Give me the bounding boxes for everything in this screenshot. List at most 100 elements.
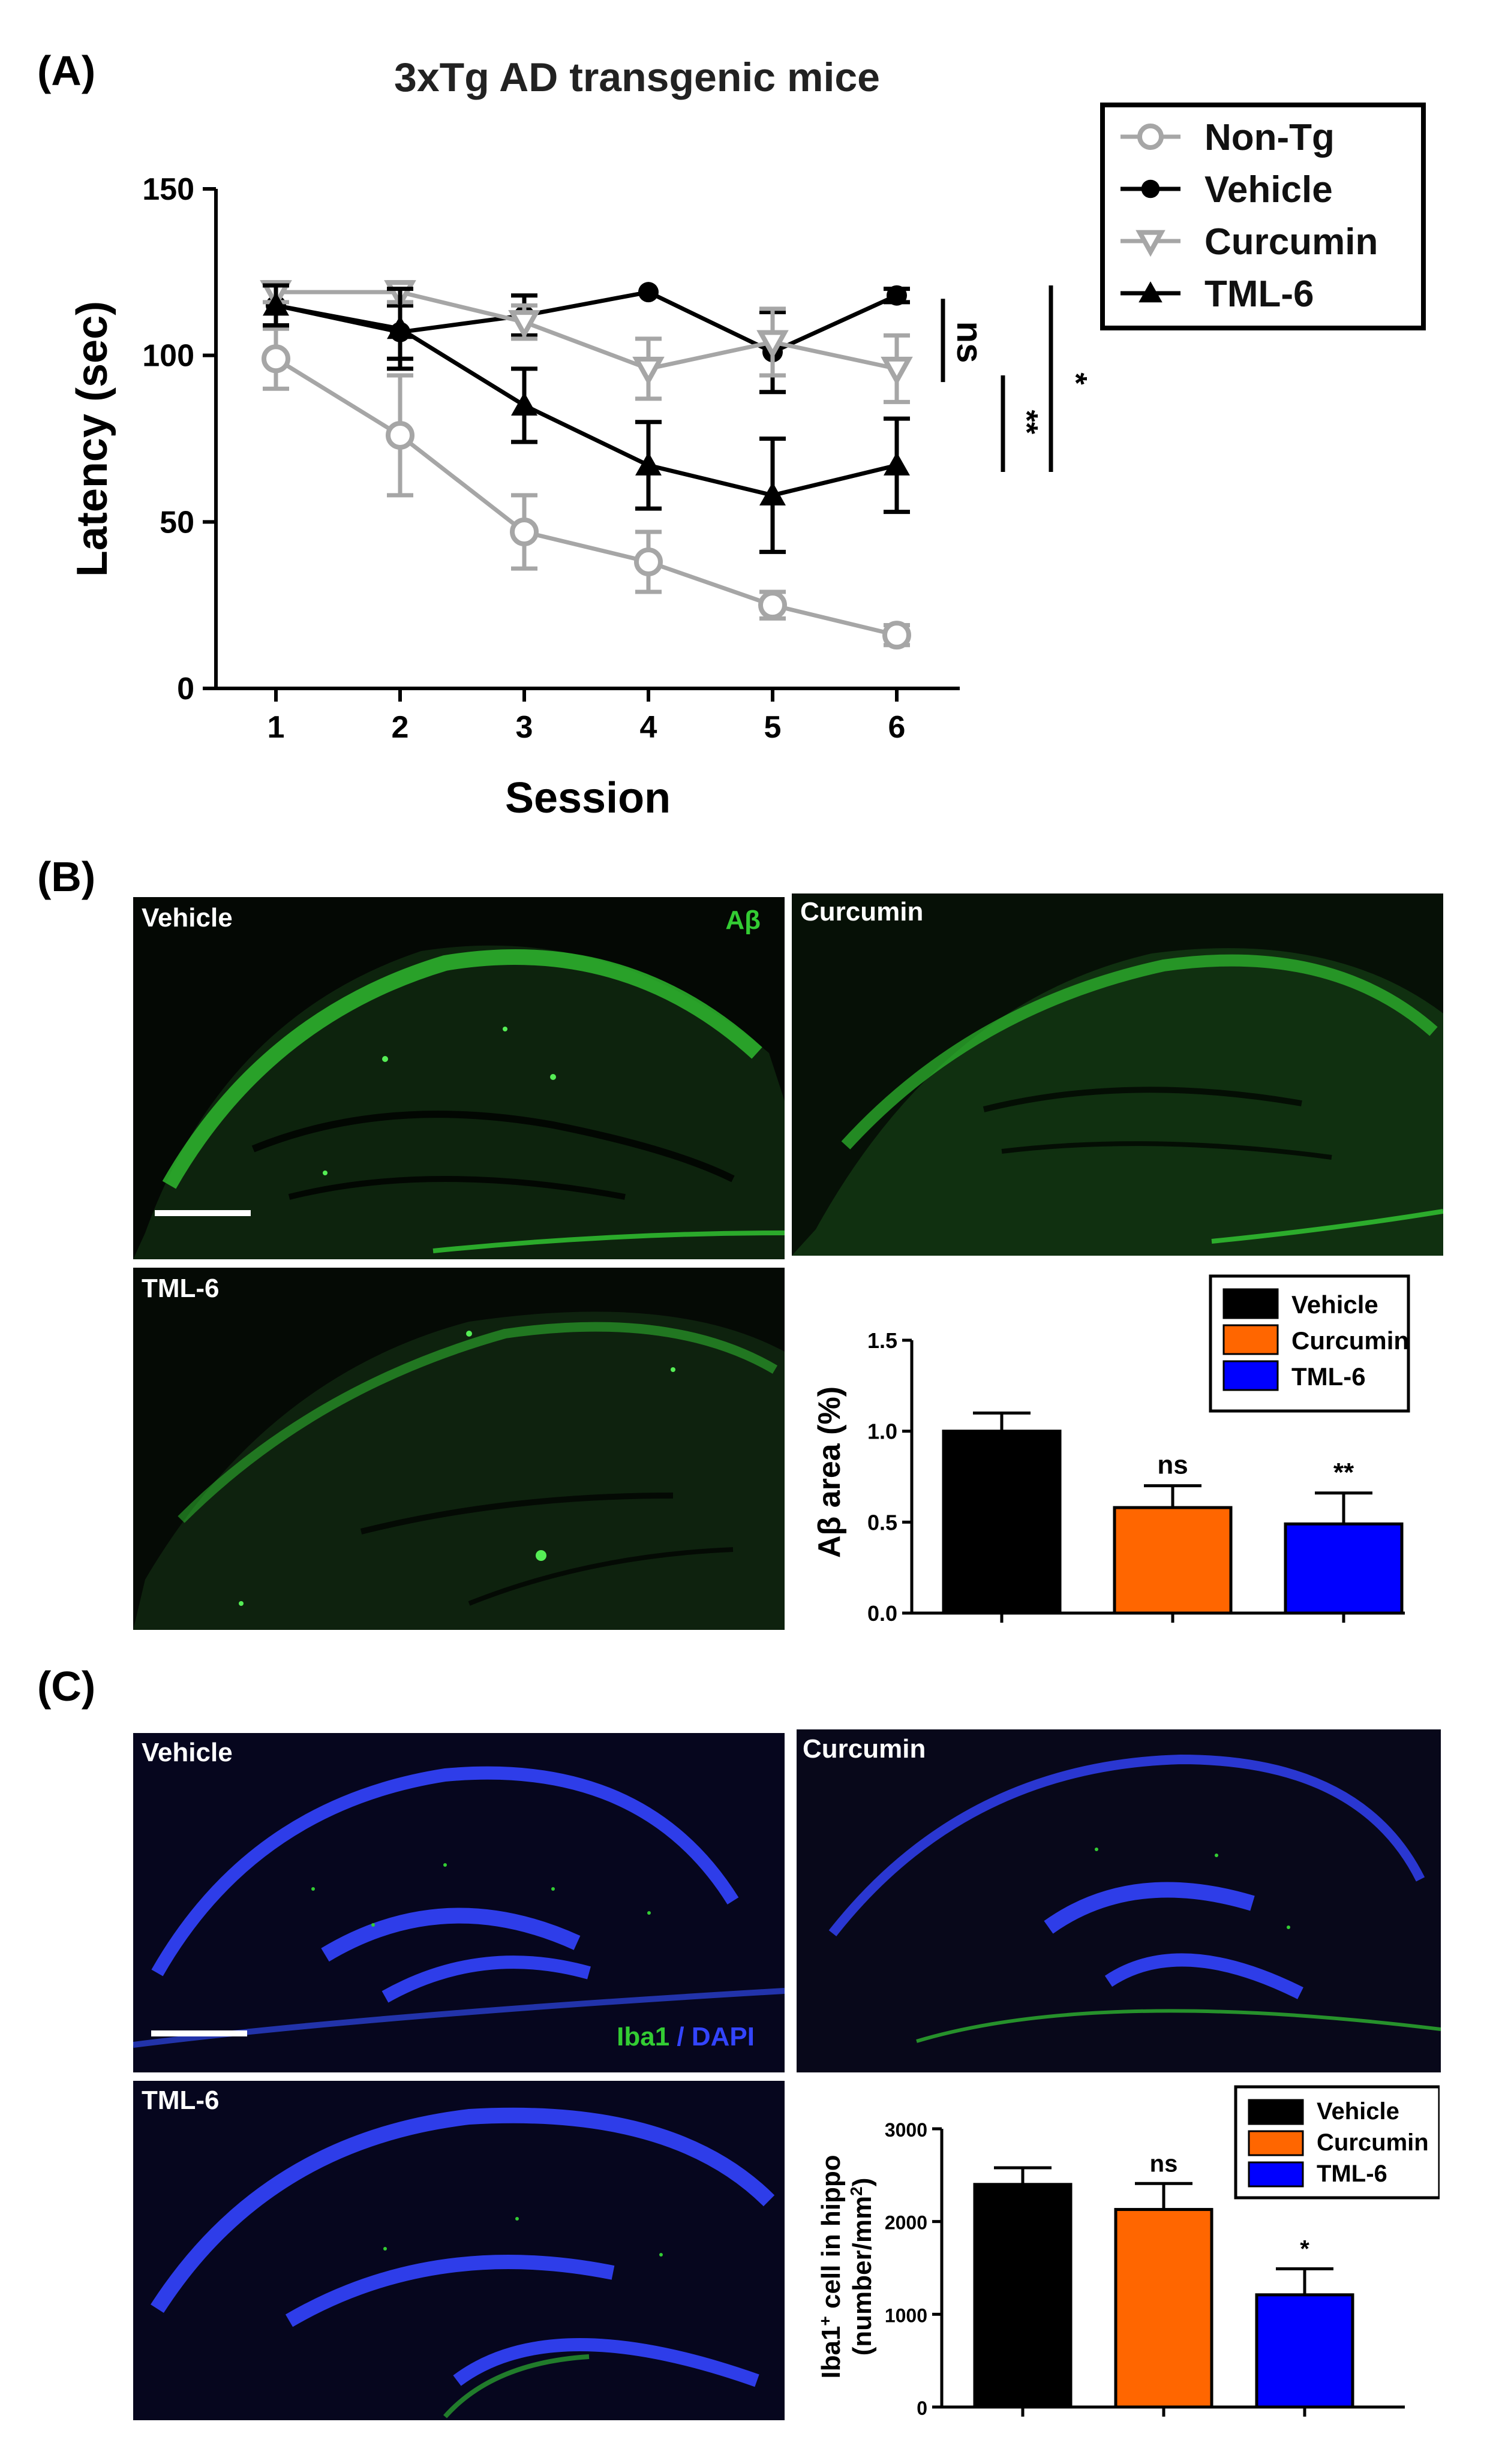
micrograph-label: Curcumin — [803, 1734, 926, 1764]
marker-open-circle — [882, 621, 911, 650]
marker-open-circle — [634, 547, 663, 576]
ylabel-suffix: area (%) — [812, 1386, 847, 1517]
bar-curcumin — [1113, 1506, 1233, 1615]
marker-filled-circle — [1141, 179, 1160, 198]
y-tick-label: 150 — [142, 172, 194, 207]
stain-separator: / — [669, 2022, 692, 2051]
marker-open-triangle — [508, 310, 540, 339]
panel-label-a: (A) — [37, 47, 96, 94]
y-tick-label: 50 — [160, 505, 194, 540]
micrograph-label: Curcumin — [800, 897, 924, 926]
series-non-tg — [262, 326, 911, 650]
iba1-cell-bar-chart: 0 1000 2000 3000 ns * Vehicle Curcumin TML-6 Iba1… — [816, 2085, 1440, 2419]
x-tick-label: 5 — [764, 710, 782, 745]
significance-label: ** — [1009, 410, 1044, 434]
micrograph-c-curcumin: Curcumin — [797, 1729, 1441, 2072]
legend-item: TML-6 — [1121, 273, 1314, 315]
stain-blue: DAPI — [691, 2022, 755, 2051]
scale-bar — [151, 2030, 247, 2036]
significance-label: ** — [1333, 1458, 1354, 1487]
marker-open-triangle — [756, 330, 789, 359]
legend-item: Curcumin — [1248, 2129, 1429, 2156]
stain-label-iba1-dapi: Iba1 / DAPI — [617, 2022, 755, 2052]
legend-swatch — [1222, 1324, 1279, 1355]
legend-item: Vehicle — [1222, 1288, 1378, 1319]
marker-open-circle — [758, 591, 787, 620]
x-tick-label: 1 — [268, 710, 285, 745]
significance-label: ns — [1150, 2150, 1178, 2177]
series-vehicle — [263, 282, 910, 395]
legend-label: Vehicle — [1317, 2098, 1399, 2125]
series-line — [275, 290, 898, 354]
y-tick-label: 0 — [917, 2397, 927, 2419]
micrograph-c-tml6: TML-6 — [133, 2081, 785, 2420]
hippocampus-iba1-image — [797, 1729, 1441, 2072]
y-axis-label-line2: (number/mm2) — [847, 2178, 878, 2356]
marker-filled-circle — [887, 285, 907, 306]
ylabel1-sup: + — [816, 2316, 834, 2325]
y-tick-label: 1.0 — [867, 1419, 897, 1444]
marker-open-circle — [262, 344, 290, 374]
legend-swatch — [1222, 1288, 1279, 1319]
legend-label: Curcumin — [1291, 1326, 1409, 1355]
ylabel2-rest: ) — [848, 2178, 877, 2187]
marker-filled-triangle — [263, 292, 289, 316]
marker-open-circle — [1137, 124, 1164, 150]
series-line — [275, 357, 897, 637]
y-axis-label: Aβ area (%) — [812, 1386, 847, 1558]
marker-filled-triangle — [387, 315, 413, 339]
ylabel-prefix: A — [812, 1535, 847, 1558]
y-tick-label: 0.5 — [867, 1510, 897, 1535]
legend-item: Non-Tg — [1121, 117, 1335, 158]
marker-open-triangle — [1135, 230, 1165, 257]
series-line — [275, 303, 897, 498]
legend-label: TML-6 — [1291, 1362, 1366, 1391]
legend: Vehicle Curcumin TML-6 — [1234, 2085, 1440, 2200]
legend-label: Curcumin — [1204, 221, 1378, 263]
marker-open-triangle — [632, 356, 665, 386]
panel-label-b: (B) — [37, 853, 96, 900]
ylabel1-base: Iba1 — [816, 2326, 846, 2379]
stain-prefix: A — [725, 905, 745, 935]
stain-label-abeta: Aβ — [725, 905, 761, 935]
series-line — [276, 290, 897, 371]
bar-vehicle — [942, 1430, 1062, 1615]
legend-swatch — [1222, 1360, 1279, 1391]
micrograph-label: Vehicle — [142, 903, 233, 932]
significance-label: * — [1058, 372, 1093, 385]
scale-bar — [155, 1210, 251, 1216]
latency-line-chart: 3xTg AD transgenic mice 0 50 100 150 1 2 3 4 5 6 Se… — [68, 55, 1426, 822]
hippocampus-iba1-image — [133, 1733, 785, 2072]
y-tick-label: 1000 — [885, 2304, 927, 2326]
legend-swatch — [1248, 2130, 1304, 2156]
legend-label: Vehicle — [1291, 1290, 1378, 1319]
bar-curcumin — [1114, 2208, 1213, 2409]
significance-label: ns — [1157, 1451, 1188, 1480]
series-tml-6 — [263, 283, 910, 554]
marker-filled-circle — [638, 282, 659, 303]
micrograph-label: TML-6 — [142, 2086, 220, 2115]
marker-open-triangle — [881, 356, 913, 386]
y-tick-label: 2000 — [885, 2212, 927, 2234]
ylabel2-sup: 2 — [847, 2186, 866, 2196]
x-tick-label: 3 — [516, 710, 533, 745]
legend-label: TML-6 — [1204, 273, 1314, 315]
significance-label: ns — [950, 321, 990, 363]
x-tick-label: 4 — [640, 710, 657, 745]
hippocampus-abeta-image — [133, 897, 785, 1259]
ylabel1-rest: cell in hippo — [816, 2155, 846, 2316]
panel-label-c: (C) — [37, 1663, 96, 1710]
marker-filled-triangle — [511, 392, 537, 416]
y-tick-label: 1.5 — [867, 1328, 897, 1353]
marker-open-circle — [510, 517, 539, 546]
abeta-area-bar-chart: 0.0 0.5 1.0 1.5 ns ** Vehicle Curcumin TML-6 Aβ a… — [812, 1274, 1410, 1626]
micrograph-b-vehicle: Vehicle Aβ — [133, 897, 785, 1259]
legend: Vehicle Curcumin TML-6 — [1209, 1274, 1410, 1413]
bar-tml-6 — [1255, 2293, 1354, 2409]
legend-item: Vehicle — [1121, 169, 1333, 210]
legend-item: Curcumin — [1222, 1324, 1409, 1355]
stain-green: Iba1 — [617, 2022, 670, 2051]
legend-item: Vehicle — [1248, 2098, 1399, 2125]
ylabel-greek: β — [812, 1517, 847, 1536]
legend-item: Curcumin — [1121, 221, 1378, 263]
